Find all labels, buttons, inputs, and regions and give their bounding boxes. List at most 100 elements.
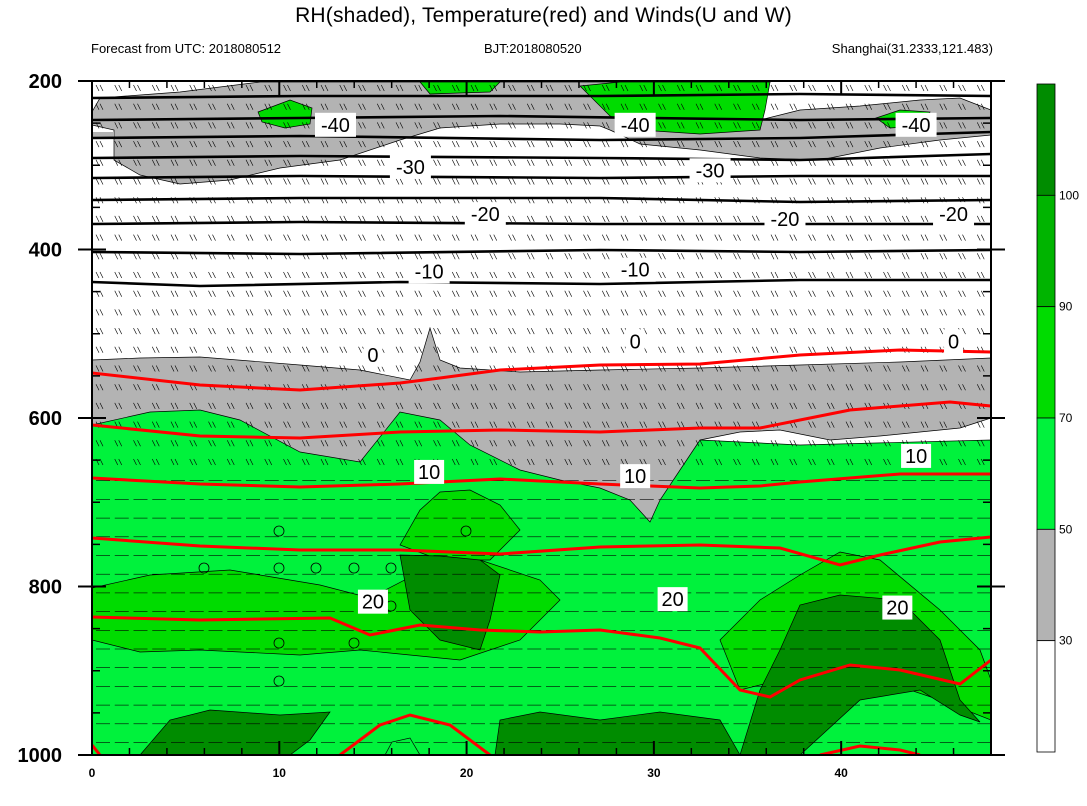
wind-barb [737, 140, 741, 148]
wind-barb [174, 421, 179, 428]
wind-barb [395, 103, 400, 110]
wind-barb [474, 421, 479, 428]
wind-barb [155, 215, 160, 223]
plot-area: -40 -40 -40-30 -30-20 -20 -20-10 -1000 010 10102… [92, 81, 991, 755]
wind-barb [755, 309, 760, 316]
wind-barb [680, 384, 685, 391]
wind-barb [155, 234, 160, 241]
wind-barb [526, 290, 531, 297]
wind-barb [887, 290, 891, 297]
wind-barb [437, 103, 441, 110]
wind-barb [376, 402, 381, 410]
wind-barb [376, 178, 381, 185]
wind-barb [193, 346, 198, 353]
wind-barb [812, 346, 816, 353]
wind-barb [245, 271, 250, 279]
wind-barb [151, 215, 156, 223]
wind-barb [399, 122, 404, 129]
wind-barb [226, 309, 231, 316]
wind-barb [151, 458, 156, 466]
wind-barb [508, 440, 512, 447]
wind-barb [95, 271, 100, 279]
wind-barb [901, 421, 906, 428]
calm-marker [385, 562, 397, 574]
wind-barb [620, 290, 625, 297]
wind-barb [605, 215, 610, 223]
wind-barb [680, 421, 685, 428]
wind-barb [512, 384, 516, 391]
wind-barb [849, 215, 854, 223]
wind-barb [380, 140, 385, 148]
wind-barb [864, 309, 869, 316]
wind-barb [643, 103, 648, 110]
wind-barb [512, 253, 516, 260]
wind-barb [718, 346, 723, 353]
wind-barb [733, 458, 737, 466]
wind-barb [583, 402, 587, 410]
wind-barb [137, 440, 141, 447]
wind-barb [339, 84, 344, 92]
wind-barb [151, 384, 156, 391]
wind-barb [268, 234, 273, 241]
wind-barb [114, 122, 119, 129]
contour-label-box [620, 464, 651, 489]
wind-barb [99, 178, 104, 185]
wind-barb [455, 122, 460, 129]
wind-barb [568, 84, 573, 92]
wind-barb [845, 440, 850, 447]
wind-barb [789, 253, 794, 260]
wind-barb [793, 271, 798, 279]
wind-barb [362, 234, 366, 241]
wind-barb [868, 271, 873, 279]
wind-barb [849, 103, 854, 110]
wind-barb [737, 327, 741, 335]
wind-barb [339, 178, 344, 185]
wind-barb [358, 290, 362, 297]
wind-barb [830, 103, 835, 110]
wind-barb [812, 271, 816, 279]
wind-barb [474, 327, 479, 335]
wind-barb [601, 253, 606, 260]
wind-barb [845, 178, 850, 185]
wind-barb [283, 178, 287, 185]
wind-barb [658, 290, 662, 297]
wind-barb [170, 234, 175, 241]
wind-barb [451, 253, 456, 260]
wind-barb [320, 365, 325, 372]
wind-barb [526, 421, 531, 428]
wind-barb [887, 421, 891, 428]
wind-barb [849, 140, 854, 148]
wind-barb [943, 440, 948, 447]
wind-barb [208, 421, 212, 428]
wind-barb [451, 309, 456, 316]
wind-barb [751, 234, 756, 241]
wind-barb [545, 159, 550, 166]
wind-barb [643, 215, 648, 223]
wind-barb [845, 253, 850, 260]
wind-barb [545, 84, 550, 92]
wind-barb [564, 402, 569, 410]
wind-barb [155, 309, 160, 316]
wind-barb [887, 384, 891, 391]
wind-barb [793, 234, 798, 241]
wind-barb [905, 421, 910, 428]
wind-barb [601, 384, 606, 391]
wind-barb [770, 178, 775, 185]
wind-barb [249, 440, 254, 447]
wind-barb [568, 309, 573, 316]
wind-barb [155, 421, 160, 428]
wind-barb [620, 140, 625, 148]
wind-barb [920, 178, 925, 185]
wind-barb [189, 290, 194, 297]
contour-label: -20 [471, 204, 500, 226]
wind-barb [568, 440, 573, 447]
wind-barb [549, 234, 554, 241]
wind-barb [208, 159, 212, 166]
wind-barb [189, 140, 194, 148]
wind-barb [714, 402, 719, 410]
wind-barb [118, 234, 123, 241]
wind-barb [718, 122, 723, 129]
wind-barb [489, 140, 494, 148]
wind-barb [658, 402, 662, 410]
wind-barb [620, 215, 625, 223]
